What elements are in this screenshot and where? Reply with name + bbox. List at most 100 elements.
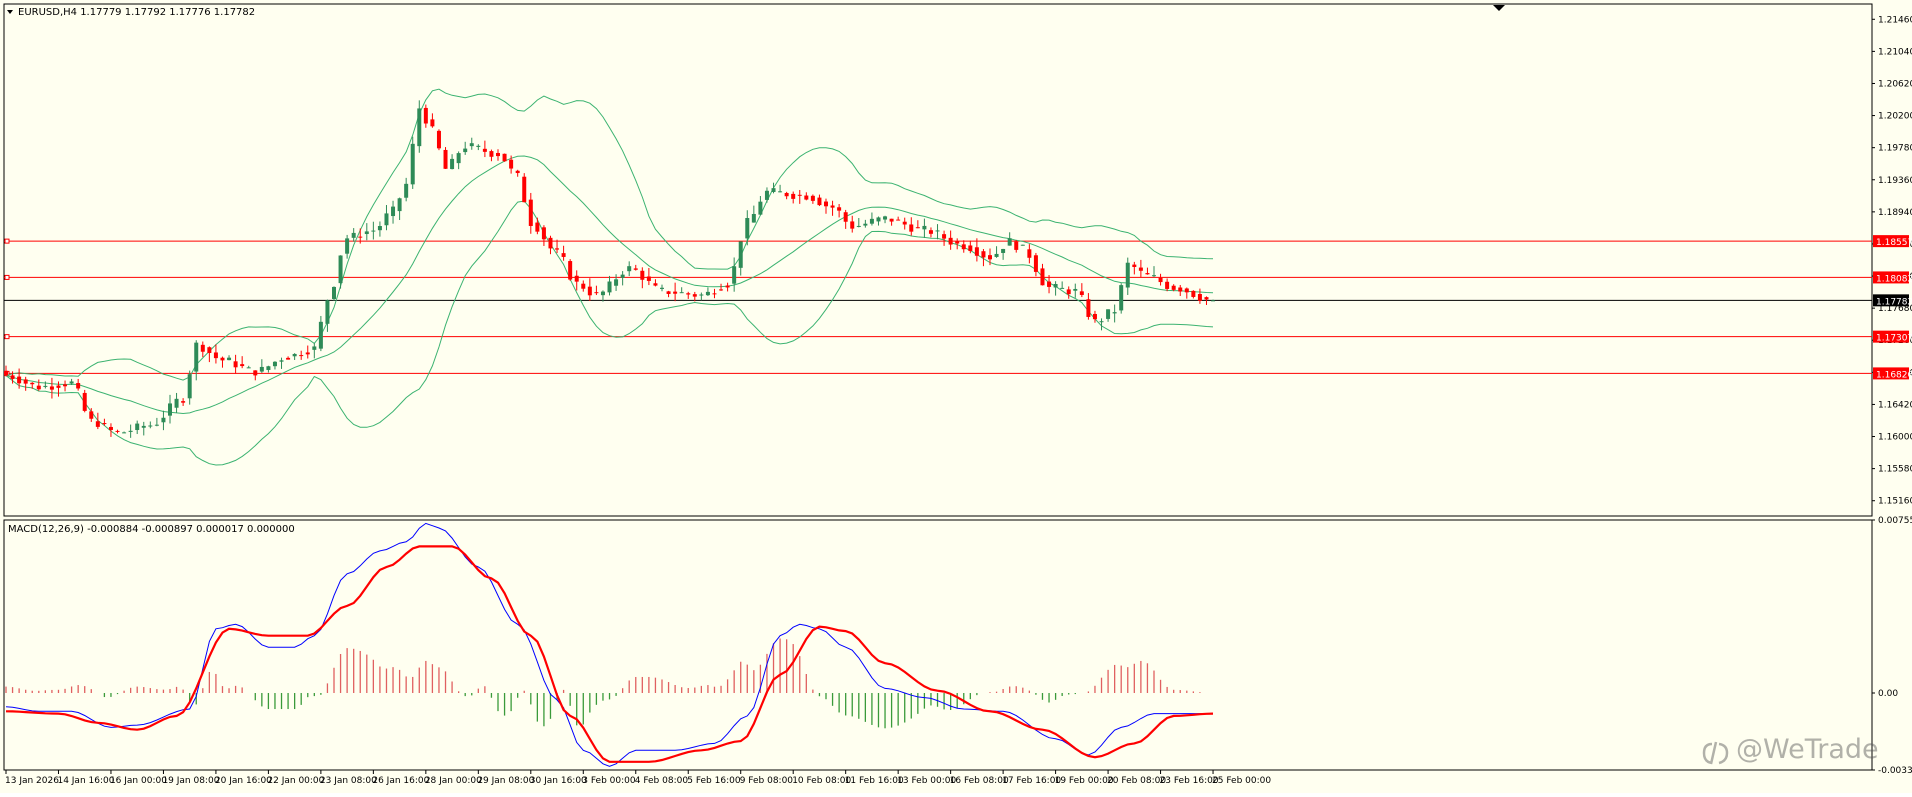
candle-body — [246, 367, 251, 369]
candle — [528, 192, 533, 234]
candle-body — [1060, 287, 1065, 289]
candle — [213, 344, 218, 364]
candle — [63, 380, 68, 392]
level-label-bg[interactable] — [1873, 271, 1909, 284]
level-handle-icon[interactable] — [4, 274, 10, 280]
candle-body — [436, 130, 441, 149]
candle — [784, 191, 789, 200]
candle — [555, 239, 560, 254]
candle-body — [732, 266, 737, 284]
candle-body — [673, 291, 678, 294]
candles — [4, 100, 1216, 438]
candle-body — [942, 234, 947, 239]
candle — [876, 216, 881, 226]
candle — [1171, 284, 1176, 292]
candle-body — [515, 170, 520, 174]
level-label-2[interactable]: 1.17307 — [1876, 334, 1912, 344]
candle-body — [63, 384, 68, 387]
candle — [843, 209, 848, 229]
candle-body — [253, 370, 258, 376]
candle — [1197, 288, 1202, 304]
level-handle-icon[interactable] — [4, 334, 10, 340]
candle — [377, 221, 382, 237]
candle — [30, 382, 35, 389]
macd-panel[interactable] — [3, 519, 1873, 771]
level-label-3[interactable]: 1.16826 — [1876, 370, 1912, 380]
price-panel[interactable] — [3, 3, 1873, 517]
candle — [168, 394, 172, 424]
candle — [758, 196, 763, 216]
candle-body — [148, 425, 153, 427]
level-label-0[interactable]: 1.18557 — [1876, 238, 1912, 248]
candle — [1191, 290, 1196, 299]
candle-body — [1053, 283, 1058, 288]
candle — [594, 285, 599, 296]
candle-body — [856, 225, 861, 227]
candle-body — [1020, 244, 1025, 246]
time-tick-label: 19 Jan 08:00 — [162, 776, 219, 786]
candle-body — [482, 148, 487, 152]
candle — [246, 365, 251, 369]
candle — [961, 240, 966, 253]
candle — [89, 408, 94, 422]
candle — [286, 356, 291, 360]
candle — [561, 245, 566, 261]
candle-body — [679, 292, 684, 294]
chart-shift-triangle-icon[interactable] — [1493, 5, 1505, 11]
symbol-menu-triangle-icon[interactable] — [7, 10, 13, 14]
candle — [391, 200, 396, 224]
candle-body — [128, 430, 133, 432]
macd-tick-label: -0.00336 — [1878, 766, 1912, 776]
candle-body — [227, 357, 232, 361]
time-tick-label: 20 Feb 08:00 — [1107, 776, 1166, 786]
price-tick-label: 1.15160 — [1878, 497, 1912, 507]
candle — [1060, 281, 1065, 289]
level-label-bg[interactable] — [1873, 367, 1909, 380]
candle — [1007, 232, 1012, 246]
candle-body — [10, 375, 15, 379]
candle-body — [784, 192, 789, 197]
candle — [135, 420, 140, 435]
candle-body — [115, 430, 120, 432]
candle-body — [522, 176, 527, 203]
candle-body — [410, 143, 415, 185]
candle — [358, 228, 363, 244]
candle — [502, 153, 507, 162]
candle-body — [1073, 288, 1078, 291]
candle-body — [764, 190, 769, 200]
price-level-labels[interactable]: 1.18557 1.18082 1.17307 1.16826 1.17782 — [1873, 235, 1912, 380]
candle — [771, 182, 776, 194]
candle-body — [607, 281, 612, 293]
candle — [482, 140, 487, 158]
level-label-bg[interactable] — [1873, 330, 1909, 343]
candle — [620, 271, 625, 286]
candle-body — [1047, 281, 1052, 287]
price-tick-label: 1.16420 — [1878, 400, 1912, 410]
candle-body — [351, 232, 356, 238]
candle — [423, 104, 428, 128]
candle-body — [627, 266, 632, 272]
candle-body — [574, 275, 579, 282]
bollinger-bands — [5, 88, 1214, 466]
time-tick-label: 11 Feb 16:00 — [845, 776, 904, 786]
candle — [745, 210, 750, 246]
candle-body — [213, 352, 218, 359]
candle — [174, 392, 179, 413]
candle — [896, 216, 901, 221]
candle — [443, 147, 448, 170]
candle-body — [994, 253, 999, 257]
candle — [1086, 293, 1091, 320]
candle — [673, 282, 678, 302]
candle-body — [824, 201, 828, 207]
candle-body — [725, 285, 730, 288]
level-handle-icon[interactable] — [4, 238, 10, 244]
candle-body — [1158, 277, 1163, 283]
candle-body — [325, 300, 330, 324]
candle — [968, 240, 973, 254]
candle — [1092, 310, 1097, 323]
level-label-1[interactable]: 1.18082 — [1876, 274, 1912, 284]
candle-body — [1184, 288, 1189, 293]
level-label-bg[interactable] — [1873, 235, 1909, 248]
candle-body — [233, 361, 238, 368]
